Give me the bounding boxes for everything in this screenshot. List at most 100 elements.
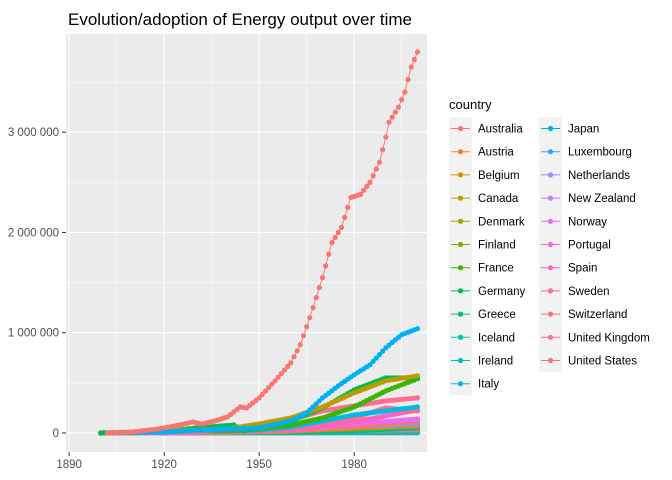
legend-item: Canada [449,186,519,210]
legend-item: Australia [449,117,523,140]
legend-item: Switzerland [539,302,627,326]
legend-label: Denmark [478,216,525,228]
data-point [262,388,269,394]
data-point [367,179,373,185]
legend-key-dot [547,125,554,132]
legend-label: United States [568,356,637,368]
legend-item: Germany [449,279,526,303]
legend-item: Netherlands [539,163,630,187]
legend-key-dot [547,241,554,248]
data-point [370,358,376,364]
legend-label: Australia [478,124,523,136]
legend-key-dot [547,357,554,364]
legend-label: Germany [478,286,526,298]
legend-item: Greece [449,302,516,326]
legend-key-dot [457,195,464,201]
data-point [329,239,335,246]
legend-label: Italy [478,379,499,391]
legend-item: Spain [539,256,597,280]
legend-key-dot [457,381,464,387]
legend-item: Sweden [539,279,610,303]
legend-key-dot [457,149,464,155]
data-point [319,275,326,281]
data-point [399,97,405,103]
data-point [402,89,408,95]
y-tick-label: 3 000 000 [8,127,59,139]
data-point [414,326,421,332]
data-point [345,204,351,210]
legend-label: Sweden [568,286,610,298]
legend-key-dot [547,218,554,224]
legend-item: Belgium [449,163,520,187]
legend-key-dot [457,125,464,132]
data-point [414,404,421,410]
data-point [259,391,265,398]
legend-key-dot [547,265,554,271]
legend-label: Switzerland [568,309,627,321]
data-point [310,305,316,311]
data-point [411,57,417,63]
legend-key-dot [547,149,554,155]
legend-item: France [449,256,514,280]
data-point [414,373,421,379]
data-point [361,187,367,193]
legend-key-dot [457,172,464,178]
legend-key-dot [457,334,464,340]
data-point [304,324,310,330]
legend-label: Greece [478,309,516,321]
data-point [335,229,341,236]
data-point [313,295,319,301]
legend-label: New Zealand [568,193,636,205]
legend-item: Portugal [539,233,611,256]
legend-item: Luxembourg [539,140,632,164]
data-point [414,395,421,401]
data-point [266,385,272,391]
legend-label: Austria [478,147,514,159]
data-point [380,147,386,153]
data-point [342,214,348,220]
legend-key-dot [547,195,554,201]
legend-item: Italy [449,372,499,396]
data-point [332,234,338,241]
series-japan [114,326,421,436]
data-point [389,114,395,120]
series-united-states [104,49,421,436]
legend-label: Iceland [478,332,515,344]
legend-key-dot [547,288,554,294]
x-tick-label: 1890 [56,459,82,471]
series-layer [98,49,421,436]
x-tick-label: 1950 [246,459,272,471]
data-point [288,360,294,366]
data-point [300,333,307,339]
axis-layer: 1890 1920 1950 1980 0 1 000 000 2 000 000 3 000… [8,127,367,471]
legend-label: Luxembourg [568,147,632,159]
y-tick-label: 1 000 000 [8,328,59,340]
data-point [281,367,288,373]
legend-item: Norway [539,209,607,233]
legend-item: Austria [449,140,514,164]
legend-key-dot [457,288,464,294]
data-point [408,64,414,70]
data-point [357,191,364,197]
data-point [392,109,398,115]
data-point [414,49,421,55]
legend-item: Iceland [449,325,515,349]
legend-key-dot [457,357,464,364]
data-point [373,355,379,361]
legend: country Australia Austria Belgium Canada Den… [449,97,650,396]
data-point [386,119,392,125]
data-point [414,416,421,422]
legend-label: Canada [478,193,519,205]
data-point [376,352,383,358]
legend-key-dot [457,311,464,317]
data-point [323,263,329,269]
legend-label: Belgium [478,170,520,182]
legend-label: Ireland [478,356,513,368]
data-point [294,348,300,354]
data-point [364,183,370,189]
chart-title: Evolution/adoption of Energy output over… [68,10,412,29]
legend-key-dot [457,265,464,271]
legend-key-dot [547,311,554,317]
data-point [269,381,275,387]
